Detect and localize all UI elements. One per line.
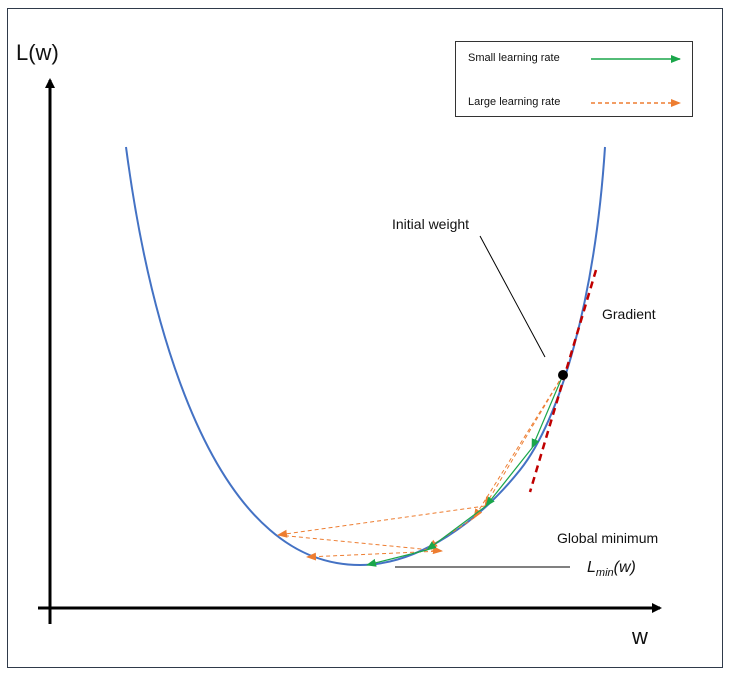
lmin-main: L xyxy=(587,559,596,576)
large-lr-step-3 xyxy=(277,534,443,555)
large-lr-step-1 xyxy=(484,374,564,507)
small-lr-step-3 xyxy=(426,505,487,551)
loss-curve xyxy=(125,146,606,567)
lmin-subscript: min xyxy=(596,567,614,579)
legend-swatches xyxy=(591,55,681,107)
y-axis-label: L(w) xyxy=(16,40,59,65)
global-minimum-label: Global minimum xyxy=(557,530,658,546)
gradient-label: Gradient xyxy=(602,306,656,322)
small-lr-step-1 xyxy=(531,374,564,449)
initial-weight-leader xyxy=(479,235,546,358)
legend-large-label: Large learning rate xyxy=(468,96,561,108)
figure-frame xyxy=(7,8,723,668)
initial-weight-label: Initial weight xyxy=(392,216,469,232)
x-axis-label: w xyxy=(631,624,648,649)
legend: Small learning rate Large learning rate xyxy=(455,41,693,117)
large-learning-rate-path xyxy=(277,374,564,561)
legend-small-label: Small learning rate xyxy=(468,52,560,64)
large-lr-step-5 xyxy=(473,374,564,519)
gradient-tangent-line xyxy=(528,269,598,493)
small-learning-rate-path xyxy=(366,374,564,567)
initial-weight-point xyxy=(558,370,568,380)
lmin-label: Lmin(w) xyxy=(587,559,636,579)
lmin-argument: (w) xyxy=(614,559,636,576)
small-lr-step-4 xyxy=(366,549,428,567)
small-lr-step-2 xyxy=(485,447,533,507)
